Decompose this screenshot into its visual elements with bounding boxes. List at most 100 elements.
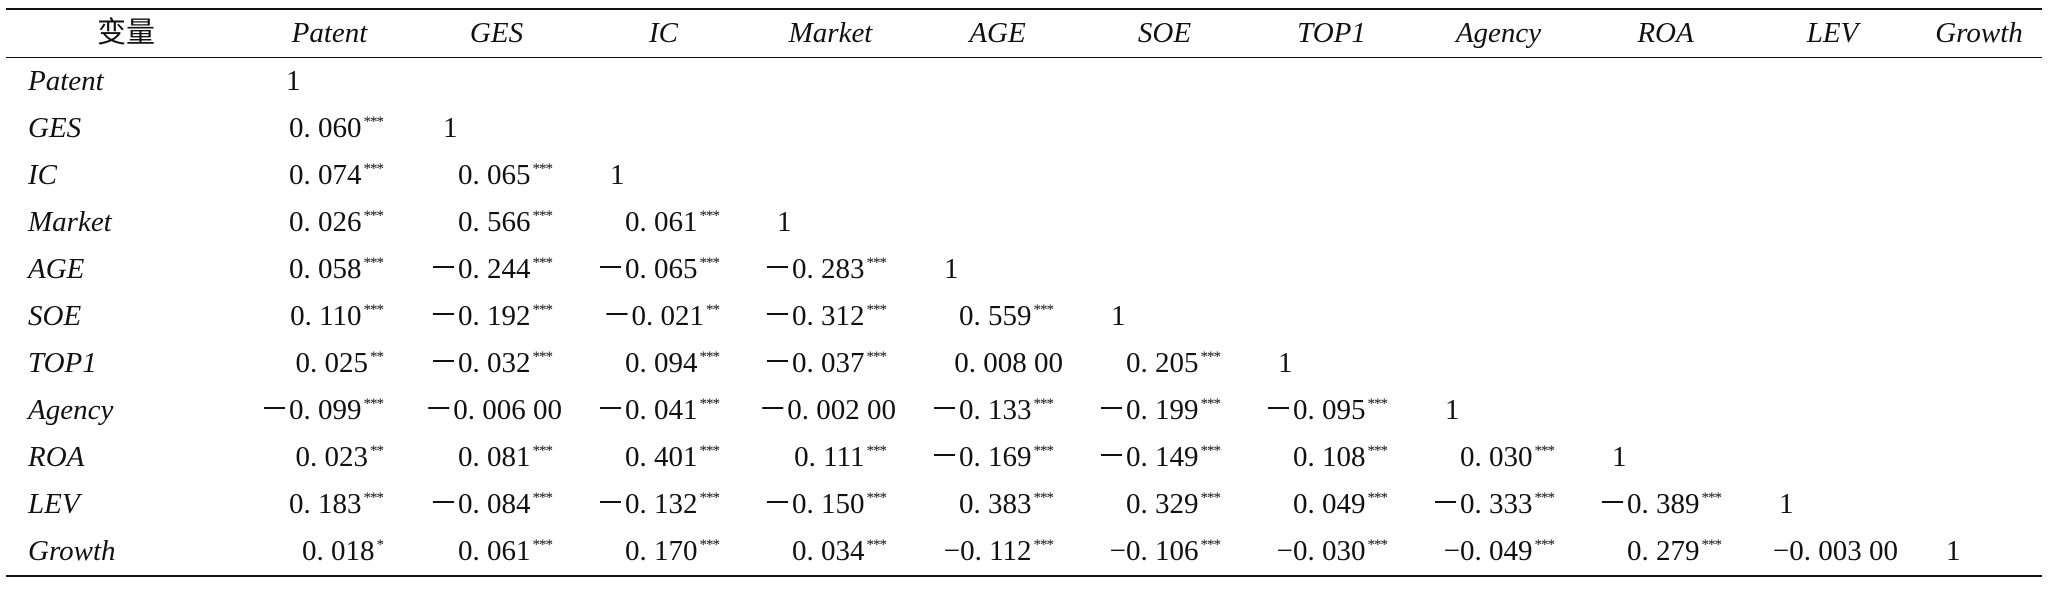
column-header: IC	[580, 9, 747, 58]
cell-value: 0. 023	[295, 441, 369, 473]
cell-value: 1	[1946, 535, 1961, 567]
significance-stars: ***	[1200, 443, 1221, 460]
significance-stars: ***	[1200, 396, 1221, 413]
table-cell: －0. 169 ***	[914, 434, 1081, 481]
empty-cell	[1582, 293, 1749, 340]
cell-value: 1	[1278, 347, 1293, 379]
column-header: GES	[413, 9, 580, 58]
empty-cell	[413, 58, 580, 106]
table-row: Patent 1	[6, 58, 2042, 106]
empty-cell	[1749, 58, 1916, 106]
empty-cell	[1916, 105, 2042, 152]
cell-value: －0. 002 00	[758, 394, 896, 426]
table-cell: 1	[246, 58, 413, 106]
table-cell: 1	[747, 199, 914, 246]
empty-cell	[1749, 340, 1916, 387]
empty-cell	[1749, 105, 1916, 152]
table-cell: 0. 183 ***	[246, 481, 413, 528]
empty-cell	[1916, 293, 2042, 340]
significance-stars: ***	[1033, 302, 1054, 319]
table-cell: －0. 312 ***	[747, 293, 914, 340]
table-cell: －0. 389 ***	[1582, 481, 1749, 528]
column-header: Patent	[246, 9, 413, 58]
empty-cell	[1749, 199, 1916, 246]
table-cell: 0. 018 *	[246, 528, 413, 576]
significance-stars: ***	[1200, 490, 1221, 507]
empty-cell	[1081, 105, 1248, 152]
significance-stars: ***	[532, 161, 553, 178]
cell-value: 0. 018	[302, 535, 375, 567]
significance-stars: ***	[1534, 443, 1555, 460]
significance-stars: ***	[866, 349, 887, 366]
cell-value: 1	[944, 253, 959, 285]
empty-cell	[1916, 58, 2042, 106]
table-cell: −0. 112 ***	[914, 528, 1081, 576]
table-row: Growth 0. 018 * 0. 061 *** 0. 170 *** 0. 034 ***…	[6, 528, 2042, 576]
table-cell: 1	[914, 246, 1081, 293]
significance-stars: ***	[1367, 396, 1388, 413]
significance-stars: ***	[1033, 537, 1054, 554]
table-cell: 0. 401 ***	[580, 434, 747, 481]
table-cell: 0. 108 ***	[1248, 434, 1415, 481]
table-cell: 1	[1415, 387, 1582, 434]
significance-stars: ***	[532, 490, 553, 507]
table-cell: 1	[1081, 293, 1248, 340]
table-cell: 1	[1916, 528, 2042, 576]
table-row: Market 0. 026 *** 0. 566 *** 0. 061 *** 1	[6, 199, 2042, 246]
cell-value: －0. 133	[929, 394, 1032, 426]
table-cell: －0. 132 ***	[580, 481, 747, 528]
cell-value: 0. 111	[794, 441, 865, 473]
cell-value: 0. 008 00	[954, 347, 1063, 379]
significance-stars: ***	[363, 490, 384, 507]
significance-stars: ***	[532, 208, 553, 225]
empty-cell	[914, 152, 1081, 199]
empty-cell	[1081, 152, 1248, 199]
table-cell: －0. 032 ***	[413, 340, 580, 387]
cell-value: －0. 169	[929, 441, 1032, 473]
empty-cell	[1415, 152, 1582, 199]
empty-cell	[1582, 199, 1749, 246]
table-cell: 0. 081 ***	[413, 434, 580, 481]
cell-value: 1	[1612, 441, 1627, 473]
cell-value: 0. 566	[458, 206, 531, 238]
significance-stars: ***	[363, 396, 384, 413]
table-cell: －0. 333 ***	[1415, 481, 1582, 528]
table-cell: 0. 170 ***	[580, 528, 747, 576]
table-cell: 0. 061 ***	[413, 528, 580, 576]
table-cell: 1	[1582, 434, 1749, 481]
empty-cell	[1415, 105, 1582, 152]
table-row: GES 0. 060 *** 1	[6, 105, 2042, 152]
table-cell: －0. 084 ***	[413, 481, 580, 528]
table-row: TOP1 0. 025 ** －0. 032 *** 0. 094 *** －0. 037 **…	[6, 340, 2042, 387]
significance-stars: ***	[1367, 490, 1388, 507]
significance-stars: ***	[363, 302, 384, 319]
table-cell: 0. 065 ***	[413, 152, 580, 199]
cell-value: －0. 006 00	[424, 394, 562, 426]
empty-cell	[1916, 199, 2042, 246]
cell-value: －0. 312	[762, 300, 865, 332]
cell-value: 0. 401	[625, 441, 698, 473]
significance-stars: ***	[866, 443, 887, 460]
empty-cell	[1582, 340, 1749, 387]
empty-cell	[1749, 152, 1916, 199]
cell-value: −0. 003 00	[1772, 535, 1898, 567]
table-cell: 0. 023 **	[246, 434, 413, 481]
table-cell: 0. 025 **	[246, 340, 413, 387]
significance-stars: ***	[532, 443, 553, 460]
cell-value: −0. 030	[1276, 535, 1366, 567]
table-cell: －0. 133 ***	[914, 387, 1081, 434]
cell-value: －0. 333	[1430, 488, 1533, 520]
cell-value: 1	[1445, 394, 1460, 426]
table-cell: －0. 065 ***	[580, 246, 747, 293]
significance-stars: ***	[699, 490, 720, 507]
significance-stars: ***	[699, 537, 720, 554]
empty-cell	[1248, 105, 1415, 152]
empty-cell	[1248, 152, 1415, 199]
row-label: TOP1	[28, 347, 97, 379]
empty-cell	[1916, 340, 2042, 387]
significance-stars: ***	[1033, 443, 1054, 460]
significance-stars: ***	[1701, 490, 1722, 507]
table-cell: 0. 026 ***	[246, 199, 413, 246]
cell-value: 0. 110	[290, 300, 362, 332]
